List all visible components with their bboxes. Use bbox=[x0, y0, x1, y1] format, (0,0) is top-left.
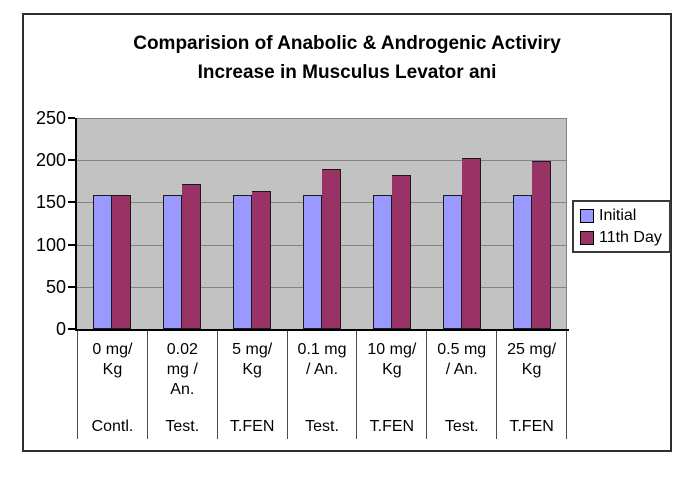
category-group-label: T.FEN bbox=[509, 418, 554, 435]
bar-11th-day bbox=[462, 157, 481, 329]
bar-initial bbox=[443, 194, 462, 329]
y-tick-label: 0 bbox=[55, 319, 66, 339]
category-cell: 0.5 mg / An. Test. bbox=[427, 331, 498, 439]
y-tick-mark bbox=[68, 243, 75, 246]
y-tick-label: 250 bbox=[35, 108, 66, 128]
bar-initial bbox=[303, 194, 322, 329]
chart-title-line1: Comparision of Anabolic & Androgenic Act… bbox=[133, 33, 561, 54]
category-group-label: T.FEN bbox=[369, 418, 415, 435]
category-dose-label: 0 mg/ Kg bbox=[92, 341, 133, 378]
category-group-label: Test. bbox=[305, 418, 339, 435]
legend-swatch-11th-day bbox=[580, 230, 594, 245]
category-group-label: Test. bbox=[444, 418, 479, 435]
bar-groups bbox=[77, 118, 567, 329]
category-cell: 10 mg/ Kg T.FEN bbox=[357, 331, 428, 439]
chart-title-line2: Increase in Musculus Levator ani bbox=[197, 62, 497, 83]
category-dose-label: 25 mg/ Kg bbox=[507, 341, 557, 378]
y-tick-mark bbox=[68, 117, 75, 119]
category-cell: 0.1 mg / An. Test. bbox=[288, 331, 358, 439]
y-tick-label: 200 bbox=[35, 150, 66, 171]
bar-group bbox=[357, 118, 427, 329]
bar-initial bbox=[93, 194, 112, 329]
category-cell: 5 mg/ Kg T.FEN bbox=[218, 331, 288, 439]
category-axis: 0 mg/ Kg Contl. 0.02 mg / An. Test. 5 mg/ Kg… bbox=[77, 331, 568, 439]
legend: Initial 11th Day bbox=[572, 200, 671, 253]
y-tick-label: 100 bbox=[35, 234, 66, 255]
category-dose-label: 0.02 mg / An. bbox=[166, 341, 198, 398]
legend-label: 11th Day bbox=[599, 229, 662, 246]
y-axis-tick-marks bbox=[68, 117, 75, 330]
category-dose-label: 0.5 mg / An. bbox=[437, 341, 487, 378]
category-dose-label: 10 mg/ Kg bbox=[367, 341, 417, 378]
y-tick-label: 150 bbox=[35, 192, 66, 213]
category-cell: 0.02 mg / An. Test. bbox=[148, 331, 218, 439]
category-cell: 25 mg/ Kg T.FEN bbox=[497, 331, 568, 439]
category-group-label: Test. bbox=[165, 418, 200, 435]
legend-item-initial: Initial bbox=[580, 206, 662, 225]
legend-swatch-initial bbox=[580, 208, 594, 223]
bar-11th-day bbox=[182, 183, 201, 329]
category-dose-label: 0.1 mg / An. bbox=[297, 341, 347, 378]
category-dose-label: 5 mg/ Kg bbox=[232, 341, 273, 378]
bar-initial bbox=[233, 194, 252, 329]
category-cell: 0 mg/ Kg Contl. bbox=[78, 331, 148, 439]
bar-group bbox=[427, 118, 497, 329]
chart-title: Comparision of Anabolic & Androgenic Act… bbox=[24, 29, 670, 87]
y-axis-labels: 0 50 100 150 200 250 bbox=[24, 109, 66, 338]
x-axis-line bbox=[75, 329, 569, 331]
bar-11th-day bbox=[252, 190, 271, 329]
legend-label: Initial bbox=[599, 207, 637, 224]
legend-item-11th-day: 11th Day bbox=[580, 228, 662, 247]
bar-11th-day bbox=[112, 194, 131, 329]
bar-group bbox=[287, 118, 357, 329]
chart-frame: Comparision of Anabolic & Androgenic Act… bbox=[22, 13, 672, 452]
bar-group bbox=[217, 118, 287, 329]
y-tick-mark bbox=[68, 159, 75, 162]
bar-initial bbox=[373, 194, 392, 329]
y-tick-label: 50 bbox=[45, 276, 66, 297]
bar-initial bbox=[513, 194, 532, 329]
y-tick-mark bbox=[68, 201, 75, 204]
bar-group bbox=[497, 118, 567, 329]
bar-group bbox=[77, 118, 147, 329]
gridline bbox=[77, 160, 566, 162]
bar-11th-day bbox=[322, 168, 341, 329]
y-tick-mark bbox=[68, 328, 75, 330]
bar-initial bbox=[163, 194, 182, 329]
bar-group bbox=[147, 118, 217, 329]
bar-11th-day bbox=[392, 174, 411, 329]
category-group-label: Contl. bbox=[91, 418, 134, 435]
bar-11th-day bbox=[532, 161, 551, 329]
y-tick-mark bbox=[68, 285, 75, 288]
y-axis-line bbox=[75, 118, 77, 331]
category-group-label: T.FEN bbox=[229, 418, 275, 435]
